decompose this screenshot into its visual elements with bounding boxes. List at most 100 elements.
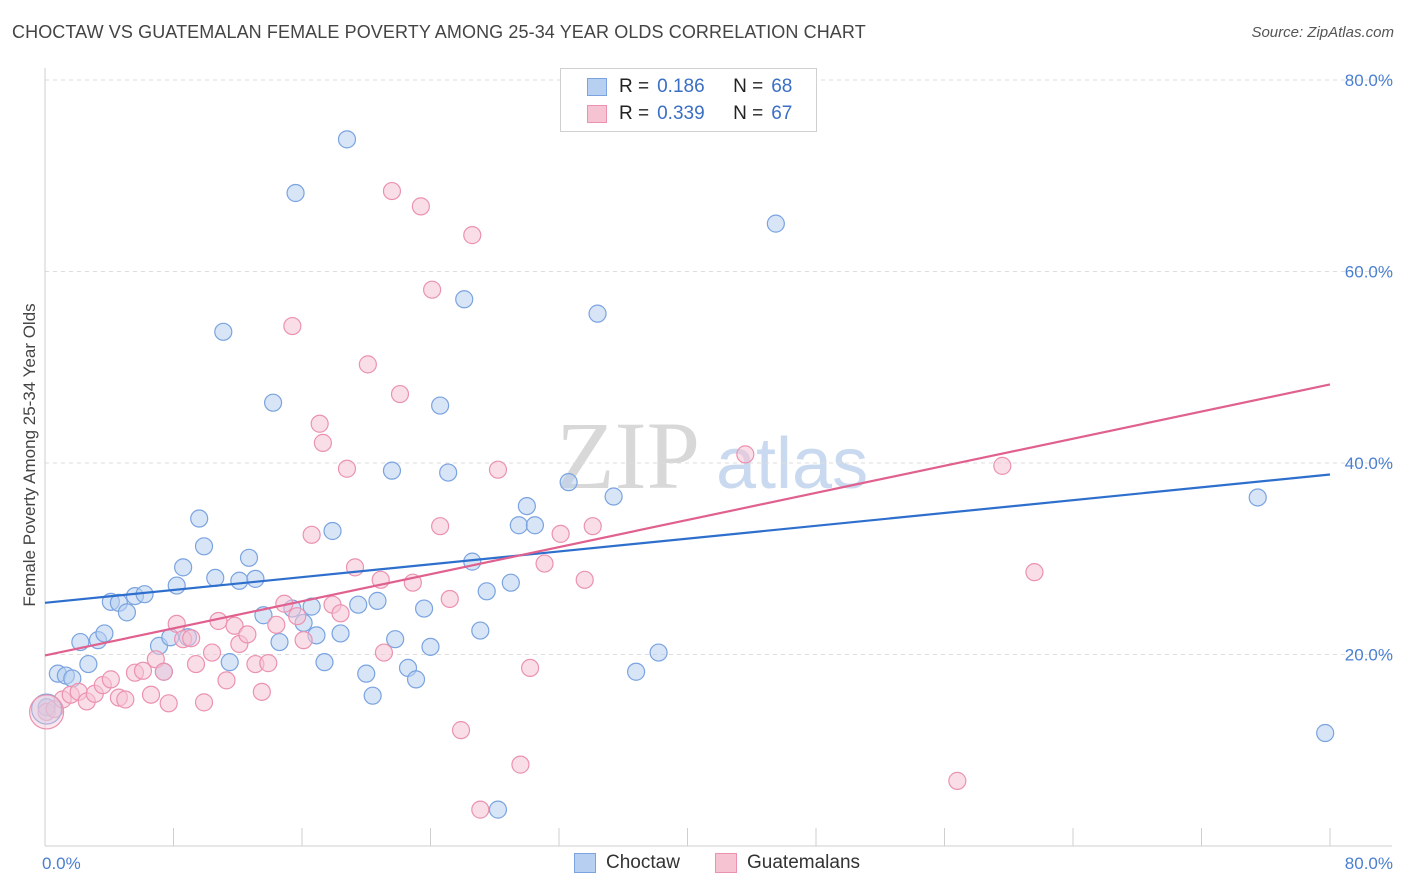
- choctaw-point: [286, 183, 305, 203]
- guatemalan-point: [575, 570, 594, 589]
- choctaw-point: [382, 461, 402, 480]
- choctaw-point: [488, 800, 508, 819]
- y-tick-label: 40.0%: [1345, 454, 1393, 473]
- choctaw-point: [239, 548, 259, 567]
- choctaw-point: [214, 322, 233, 341]
- choctaw-point: [79, 654, 98, 674]
- choctaw-point: [414, 599, 434, 618]
- guatemalan-point: [302, 525, 321, 544]
- choctaw-point: [477, 582, 496, 601]
- choctaw-point: [363, 686, 382, 705]
- watermark-zip: ZIP: [556, 402, 700, 509]
- choctaw-point: [386, 630, 405, 649]
- guatemalan-point: [583, 517, 602, 536]
- choctaw-point: [220, 653, 239, 672]
- choctaw-point: [766, 214, 785, 233]
- choctaw-point: [368, 591, 387, 610]
- guatemalan-point: [411, 197, 430, 216]
- guatemalan-point: [182, 629, 201, 648]
- choctaw-point: [357, 664, 376, 683]
- choctaw-point: [270, 632, 289, 652]
- x-tick-label: 0.0%: [42, 854, 81, 873]
- choctaw-point: [406, 670, 426, 689]
- bottom-legend-guatemalans: Guatemalans: [715, 852, 860, 874]
- y-tick-label: 60.0%: [1345, 263, 1393, 282]
- choctaw-point: [1316, 723, 1335, 743]
- guatemalan-point: [488, 460, 508, 479]
- guatemalan-point: [238, 625, 257, 644]
- choctaw-point: [117, 603, 137, 622]
- guatemalan-point: [551, 524, 570, 543]
- watermark: ZIP atlas: [556, 402, 868, 509]
- bottom-legend-label-guatemalans: Guatemalans: [747, 852, 861, 873]
- choctaw-point: [649, 643, 668, 662]
- choctaw-point: [230, 571, 249, 590]
- legend-n-value: 67: [771, 103, 793, 124]
- bottom-legend-swatch-choctaw: [574, 853, 596, 873]
- guatemalan-point: [267, 615, 286, 634]
- choctaw-point: [501, 573, 520, 592]
- guatemalan-point: [736, 445, 755, 464]
- guatemalan-point: [463, 226, 482, 245]
- guatemalan-point: [390, 384, 410, 404]
- y-tick-label: 80.0%: [1345, 71, 1393, 90]
- choctaw-point: [517, 496, 536, 516]
- legend-swatch-choctaw: [587, 78, 607, 96]
- choctaw-point: [439, 463, 458, 482]
- guatemalan-point: [374, 643, 394, 662]
- guatemalan-point: [520, 658, 540, 678]
- guatemalan-point: [288, 607, 307, 626]
- choctaw-point: [206, 568, 225, 588]
- guatemalan-point: [313, 433, 332, 452]
- legend: R = 0.186 N = 68 R = 0.339 N = 67: [560, 68, 817, 132]
- legend-n-value: 68: [771, 76, 793, 97]
- guatemalan-point: [283, 316, 302, 336]
- choctaw-point: [246, 569, 265, 588]
- guatemalan-point: [217, 671, 236, 690]
- choctaw-point: [190, 509, 209, 528]
- guatemalan-point: [337, 459, 357, 478]
- guatemalan-point: [252, 682, 271, 701]
- choctaw-point: [604, 487, 623, 506]
- guatemalan-point-cluster: [29, 694, 65, 730]
- choctaw-point: [509, 516, 528, 535]
- choctaw-point: [471, 621, 490, 640]
- bottom-legend-label-choctaw: Choctaw: [606, 852, 680, 873]
- source-label: Source: ZipAtlas.com: [1251, 24, 1394, 41]
- guatemalan-point: [471, 800, 490, 819]
- guatemalan-trend-line: [44, 383, 1331, 657]
- choctaw-point: [626, 662, 646, 681]
- legend-r-label: R =: [619, 76, 650, 97]
- guatemalan-point: [259, 654, 278, 673]
- guatemalan-point: [382, 181, 402, 201]
- choctaw-point: [1248, 488, 1267, 507]
- guatemalan-point: [331, 604, 350, 623]
- bottom-legend-choctaw: Choctaw: [574, 852, 680, 874]
- watermark-atlas: atlas: [716, 424, 868, 504]
- choctaw-point: [455, 290, 474, 309]
- choctaw-point: [331, 624, 350, 643]
- guatemalan-point: [154, 662, 173, 681]
- guatemalan-point: [948, 771, 967, 790]
- choctaw-point: [421, 637, 440, 656]
- chart-title: CHOCTAW VS GUATEMALAN FEMALE POVERTY AMO…: [12, 22, 866, 42]
- choctaw-point: [337, 130, 357, 149]
- legend-row-choctaw: R = 0.186 N = 68: [587, 75, 792, 99]
- guatemalan-point: [116, 690, 135, 709]
- guatemalan-point: [993, 456, 1012, 475]
- trend-lines: [44, 383, 1331, 657]
- guatemalan-point: [358, 355, 377, 374]
- data-points: [29, 130, 1335, 819]
- choctaw-point-cluster: [31, 693, 63, 725]
- choctaw-point: [431, 396, 450, 415]
- guatemalan-point: [186, 654, 206, 674]
- choctaw-point: [525, 516, 545, 535]
- choctaw-point: [174, 558, 193, 577]
- guatemalan-point: [225, 616, 244, 635]
- choctaw-point: [349, 595, 368, 614]
- choctaw-point: [95, 624, 114, 643]
- guatemalan-point: [133, 661, 153, 680]
- guatemalan-point: [310, 414, 329, 433]
- guatemalan-point: [431, 517, 450, 536]
- choctaw-point: [315, 653, 334, 672]
